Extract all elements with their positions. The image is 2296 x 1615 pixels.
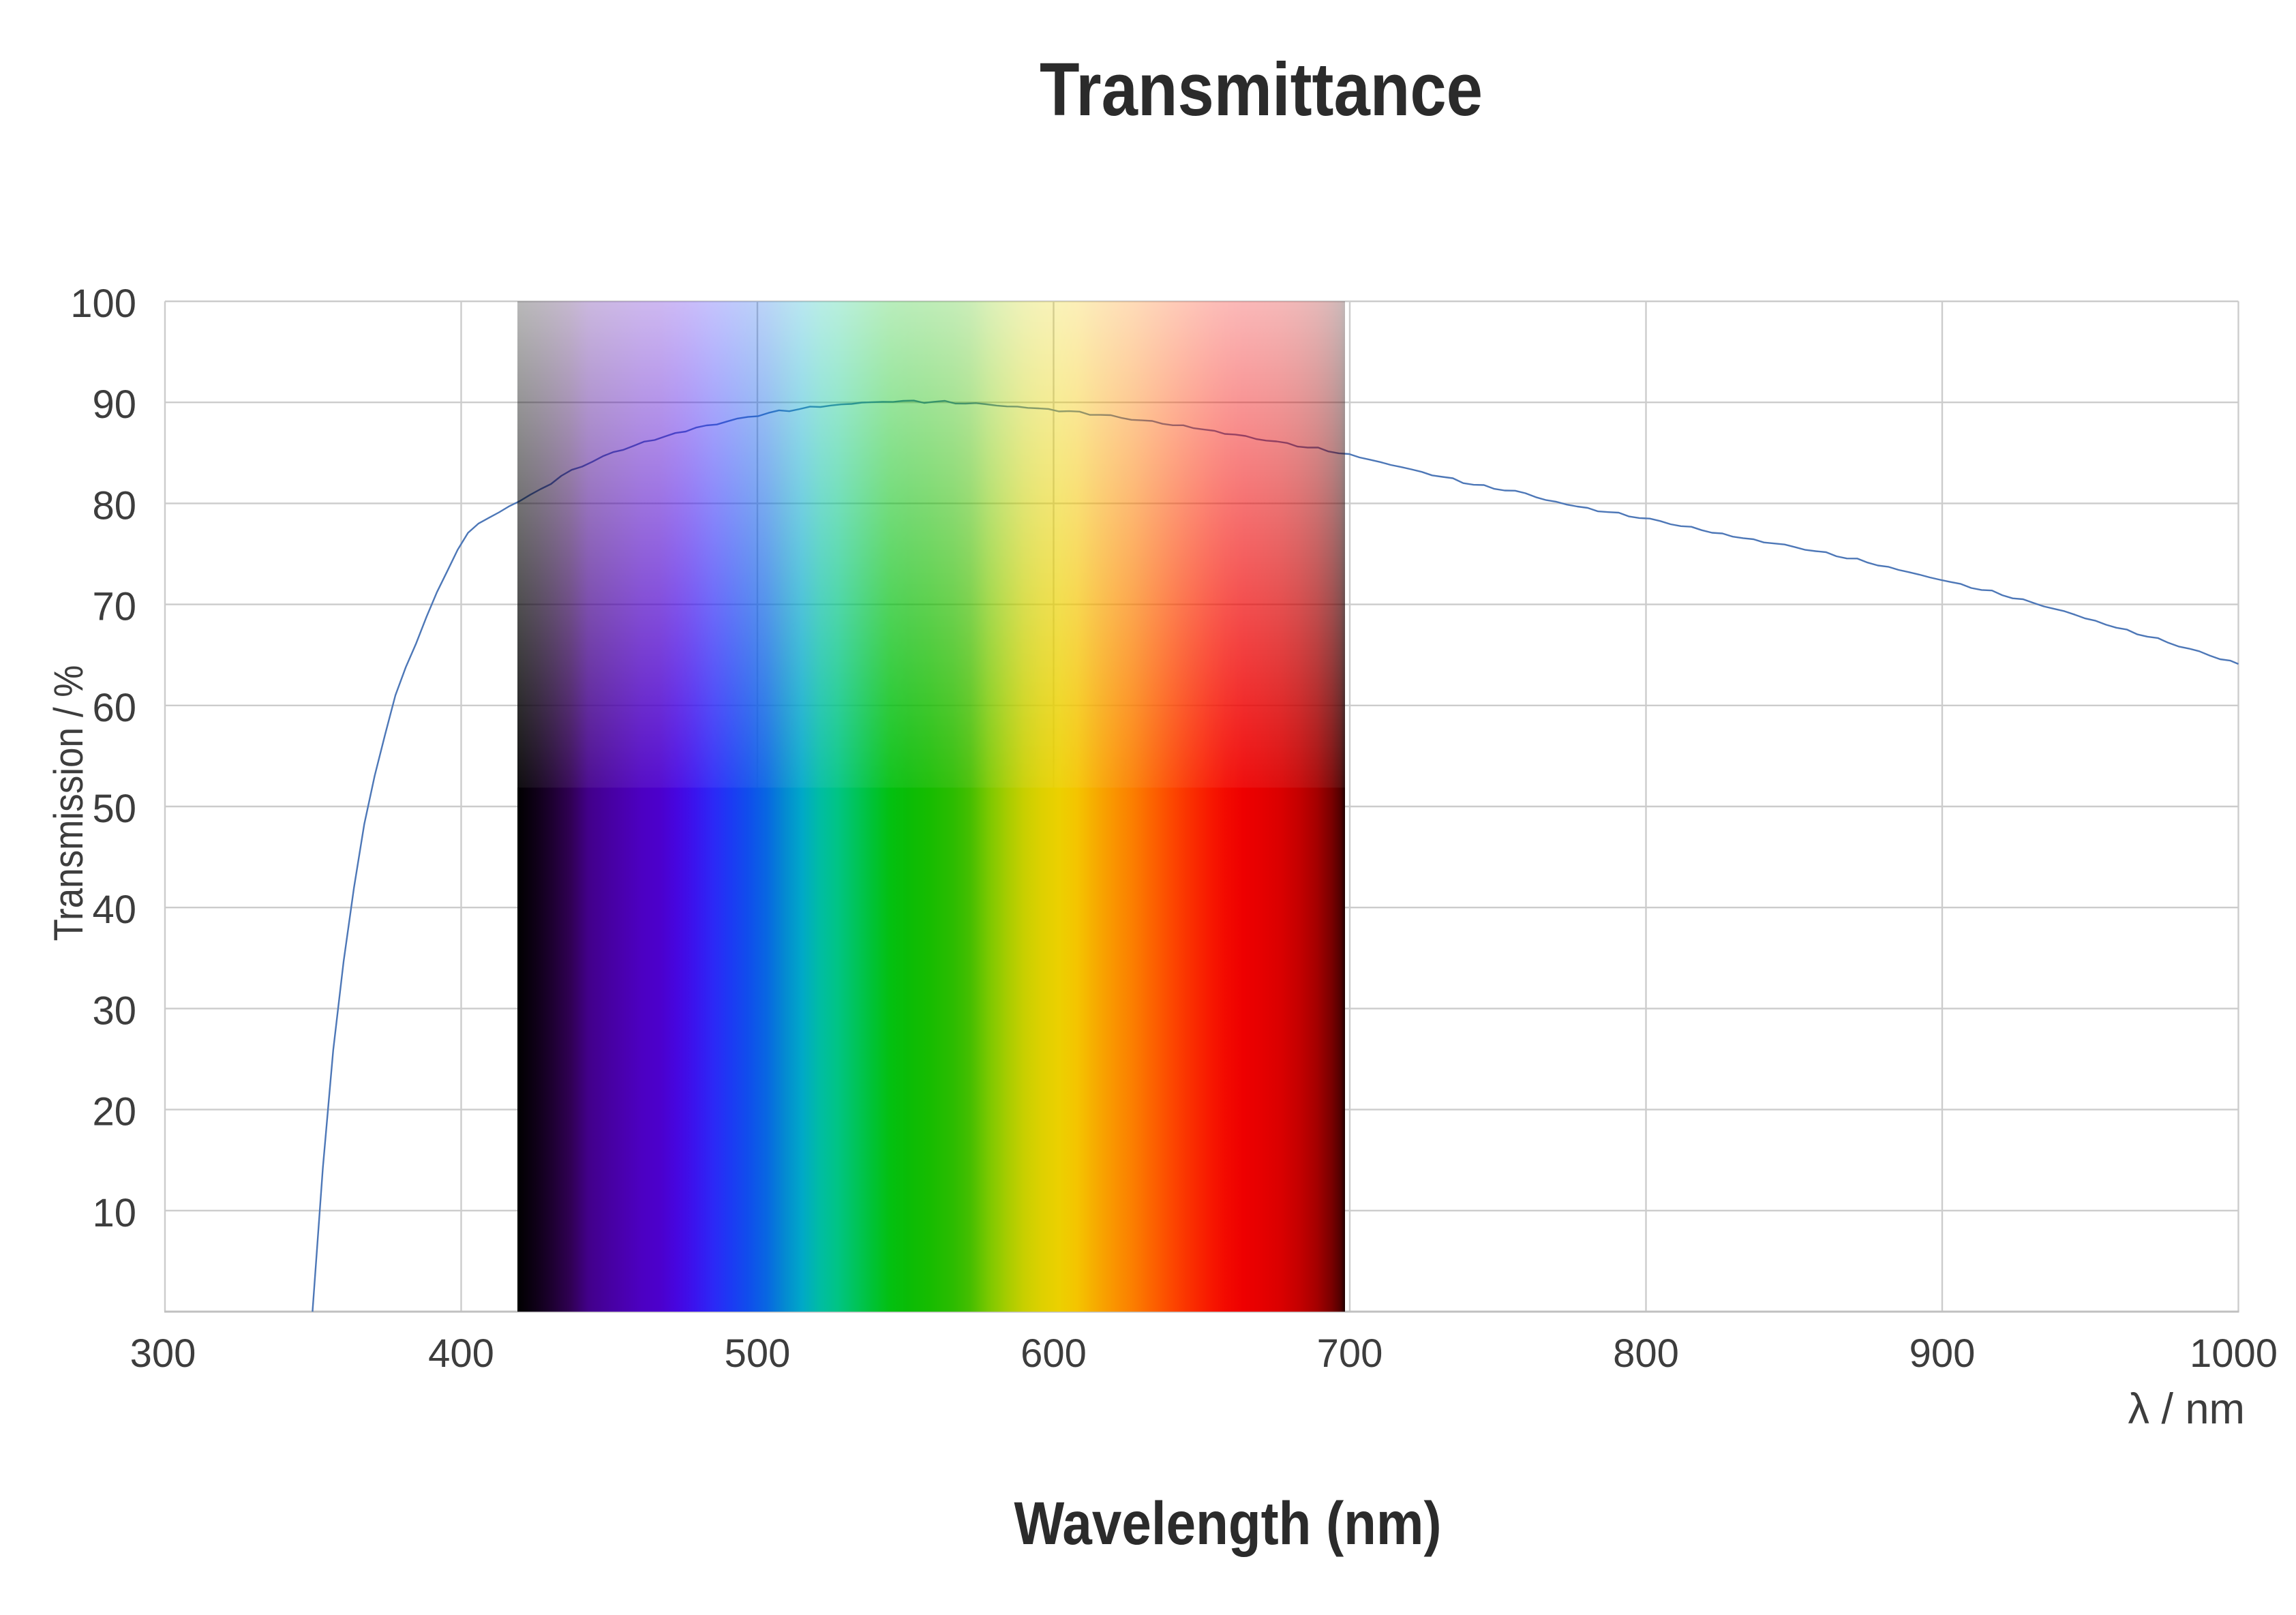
- svg-text:70: 70: [92, 585, 136, 629]
- svg-text:100: 100: [70, 282, 136, 326]
- svg-text:900: 900: [1909, 1331, 1976, 1376]
- svg-text:20: 20: [92, 1090, 136, 1134]
- svg-text:50: 50: [92, 787, 136, 831]
- svg-text:λ / nm: λ / nm: [2128, 1385, 2245, 1433]
- svg-text:40: 40: [92, 888, 136, 932]
- svg-text:Transmission / %: Transmission / %: [46, 665, 91, 941]
- svg-text:10: 10: [92, 1191, 136, 1235]
- svg-text:500: 500: [725, 1331, 791, 1376]
- svg-text:60: 60: [92, 686, 136, 730]
- svg-text:80: 80: [92, 483, 136, 528]
- svg-text:Transmittance: Transmittance: [1040, 48, 1483, 132]
- svg-text:30: 30: [92, 988, 136, 1033]
- svg-text:90: 90: [92, 382, 136, 427]
- svg-text:800: 800: [1613, 1331, 1679, 1376]
- svg-text:700: 700: [1317, 1331, 1383, 1376]
- svg-text:300: 300: [130, 1331, 196, 1376]
- svg-text:400: 400: [428, 1331, 494, 1376]
- svg-text:600: 600: [1021, 1331, 1087, 1376]
- svg-text:Wavelength (nm): Wavelength (nm): [1014, 1489, 1442, 1557]
- svg-text:1000: 1000: [2190, 1331, 2278, 1376]
